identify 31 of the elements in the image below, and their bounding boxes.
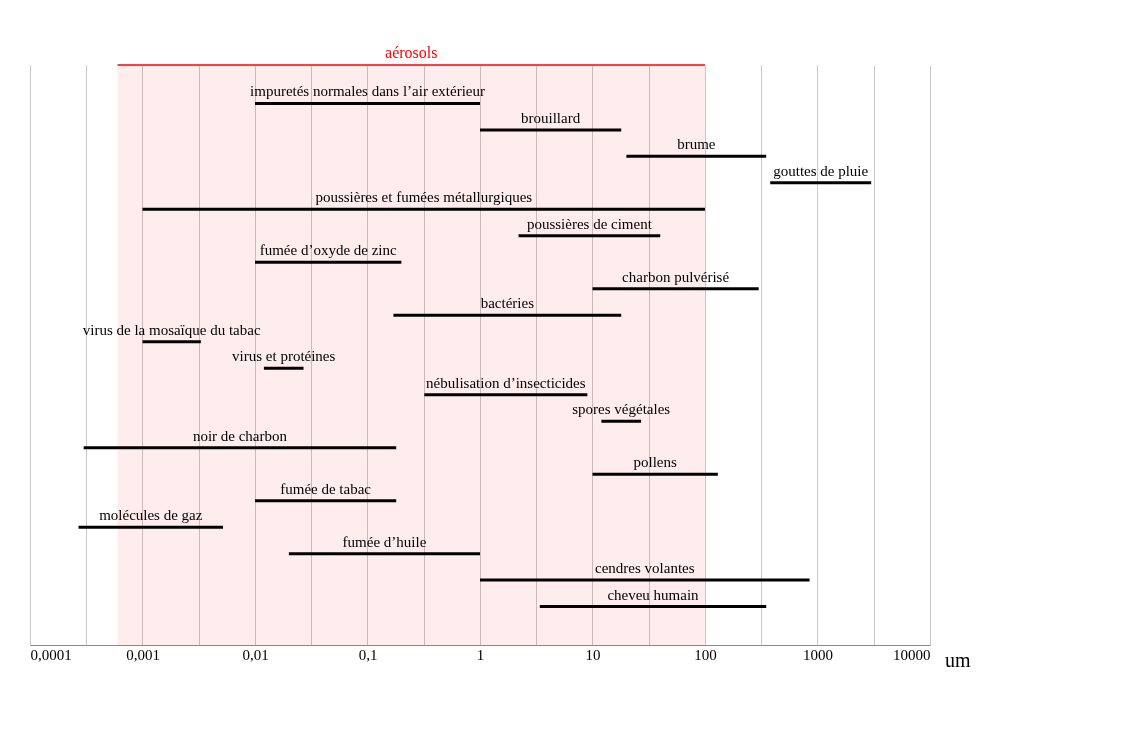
x-tick-label: 1000 — [803, 646, 833, 663]
x-tick-label: 0,01 — [242, 646, 269, 663]
y-tick-label: nébulisation d’insecticides — [426, 374, 586, 391]
x-tick-label: 100 — [694, 646, 717, 663]
y-tick-label: cendres volantes — [595, 560, 695, 577]
x-axis-title: um — [944, 648, 971, 671]
y-tick-label: fumée de tabac — [280, 480, 372, 497]
y-tick-label: noir de charbon — [192, 427, 288, 444]
x-tick-label: 0,1 — [358, 646, 378, 663]
y-tick-label: molécules de gaz — [99, 507, 203, 524]
x-tick-label: 0,001 — [126, 646, 160, 663]
x-tick-label: 0,0001 — [30, 646, 72, 663]
band-label: aérosols — [385, 44, 438, 61]
y-tick-label: brume — [677, 136, 716, 153]
y-tick-label: spores végétales — [572, 401, 671, 418]
y-tick-label: virus de la mosaïque du tabac — [82, 321, 261, 338]
y-tick-label: bactéries — [480, 295, 535, 312]
x-tick-label: 1 — [476, 646, 485, 663]
y-tick-label: cheveu humain — [607, 586, 700, 603]
x-tick-label: 10 — [585, 646, 601, 663]
y-tick-label: gouttes de pluie — [773, 162, 869, 179]
y-tick-label: poussières de ciment — [526, 215, 653, 232]
y-tick-label: impuretés normales dans l’air extérieur — [250, 83, 485, 100]
y-tick-label: virus et protéines — [232, 348, 336, 365]
y-tick-label: poussières et fumées métallurgiques — [315, 189, 533, 206]
y-tick-label: fumée d’oxyde de zinc — [259, 242, 398, 259]
y-tick-label: charbon pulvérisé — [622, 268, 730, 285]
y-tick-label: brouillard — [521, 109, 581, 126]
y-tick-label: pollens — [633, 454, 677, 471]
y-tick-label: fumée d’huile — [342, 533, 427, 550]
x-tick-label: 10000 — [893, 646, 931, 663]
